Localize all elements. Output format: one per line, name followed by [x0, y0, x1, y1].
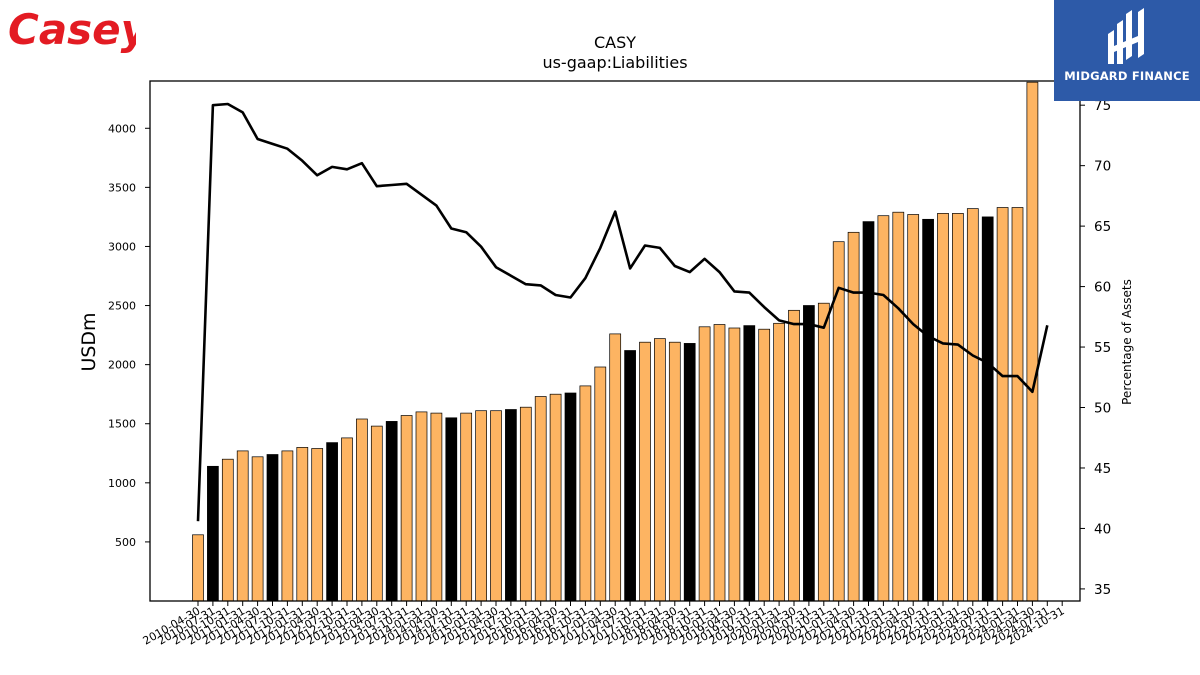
left-tick-label: 4000 — [108, 122, 136, 135]
bar-2017-10-31 — [639, 341, 651, 602]
bar-2015-07-31 — [505, 409, 517, 602]
midgard-finance-logo: MIDGARD FINANCE — [1054, 0, 1200, 101]
right-tick-label: 35 — [1094, 582, 1111, 598]
bar-2017-01-31 — [594, 366, 607, 602]
bar-2020-10-31 — [817, 302, 830, 602]
bar-2018-04-30 — [668, 341, 681, 602]
bar-2023-01-31 — [952, 213, 964, 602]
left-axis-ticks: 500 1000 1500 2000 2500 3000 3500 4000 — [108, 122, 150, 549]
bar-2019-10-31 — [758, 328, 771, 602]
bar-2011-04-30 — [251, 456, 264, 602]
plot-frame — [149, 80, 1081, 602]
bar-2020-07-31 — [803, 305, 815, 602]
bar-2021-04-30 — [847, 231, 860, 602]
bar-2017-07-31 — [624, 350, 636, 602]
bar-2010-10-31 — [221, 458, 234, 602]
bar-2013-10-31 — [400, 415, 413, 602]
bar-2019-01-31 — [713, 324, 726, 602]
left-tick-label: 3500 — [108, 181, 136, 194]
bar-2011-01-31 — [236, 450, 249, 602]
bar-2010-04-30 — [192, 534, 204, 602]
bar-2013-04-30 — [370, 425, 383, 602]
line-group — [196, 102, 1049, 522]
bar-2015-01-31 — [475, 410, 487, 602]
bar-2011-10-31 — [281, 450, 294, 602]
bar-2021-10-31 — [877, 215, 890, 602]
bar-2012-04-30 — [311, 448, 324, 602]
bar-2022-01-31 — [892, 211, 905, 602]
left-tick-label: 1500 — [108, 418, 136, 431]
bar-2016-04-30 — [549, 393, 562, 602]
bar-2023-10-31 — [996, 207, 1009, 602]
bar-2023-04-30 — [966, 208, 979, 602]
bar-2013-01-31 — [356, 418, 368, 602]
bar-2020-01-31 — [773, 322, 785, 602]
bar-2014-04-30 — [430, 412, 443, 602]
left-tick-label: 1000 — [108, 477, 136, 490]
bar-2018-07-31 — [683, 343, 696, 602]
bar-2019-07-31 — [743, 325, 756, 602]
percentage-of-assets-line — [196, 102, 1049, 522]
bar-2014-10-31 — [460, 412, 473, 602]
caseys-logo: Casey's — [6, 4, 186, 60]
x-axis-ticks: 2010-04-302010-07-312010-10-312011-01-31… — [141, 601, 1067, 648]
right-axis-ticks: 35 40 45 50 55 60 65 70 75 — [1080, 98, 1111, 598]
right-tick-label: 70 — [1094, 159, 1111, 175]
bar-2016-07-31 — [564, 392, 577, 602]
bar-2013-07-31 — [385, 421, 398, 602]
bar-2016-01-31 — [534, 396, 547, 602]
bar-2015-10-31 — [519, 406, 532, 602]
left-tick-label: 2500 — [108, 300, 136, 313]
bar-2022-04-30 — [907, 214, 920, 602]
bar-2023-07-31 — [981, 216, 994, 602]
caseys-logo-text: Casey's — [8, 5, 136, 54]
left-tick-label: 2000 — [108, 359, 136, 372]
bar-2019-04-30 — [728, 327, 741, 602]
bar-2018-10-31 — [698, 326, 711, 602]
midgard-logo-text: MIDGARD FINANCE — [1064, 69, 1190, 83]
right-tick-label: 50 — [1094, 401, 1111, 417]
bar-2014-07-31 — [445, 417, 458, 602]
bar-2024-01-31 — [1011, 207, 1024, 602]
y2-axis-label: Percentage of Assets — [1120, 279, 1134, 405]
bar-2014-01-31 — [415, 411, 428, 602]
bar-2022-10-31 — [937, 213, 949, 602]
bar-2010-07-31 — [207, 465, 219, 602]
right-tick-label: 45 — [1094, 461, 1111, 477]
midgard-emblem-icon — [1108, 8, 1144, 64]
bar-2012-07-31 — [326, 442, 338, 602]
left-tick-label: 500 — [115, 536, 136, 549]
bar-2021-07-31 — [862, 221, 875, 602]
bar-2017-04-30 — [609, 333, 622, 602]
bar-2011-07-31 — [266, 454, 279, 602]
right-tick-label: 75 — [1094, 98, 1111, 114]
right-tick-label: 55 — [1094, 340, 1111, 356]
right-tick-label: 40 — [1094, 521, 1111, 537]
bar-2018-01-31 — [654, 338, 666, 602]
bar-2012-10-31 — [341, 437, 353, 602]
bar-2016-10-31 — [579, 385, 592, 602]
right-tick-label: 60 — [1094, 280, 1111, 296]
chart-subtitle: us-gaap:Liabilities — [542, 53, 687, 72]
left-tick-label: 3000 — [108, 240, 136, 253]
y-axis-label: USDm — [78, 312, 100, 371]
bar-2012-01-31 — [296, 447, 309, 602]
bar-2024-04-30 — [1026, 81, 1039, 602]
bar-2020-04-30 — [788, 309, 800, 602]
right-tick-label: 65 — [1094, 219, 1111, 235]
bar-2015-04-30 — [490, 410, 502, 602]
chart-title: CASY — [594, 33, 636, 52]
bars-group — [192, 81, 1039, 602]
bar-2022-07-31 — [922, 218, 934, 602]
